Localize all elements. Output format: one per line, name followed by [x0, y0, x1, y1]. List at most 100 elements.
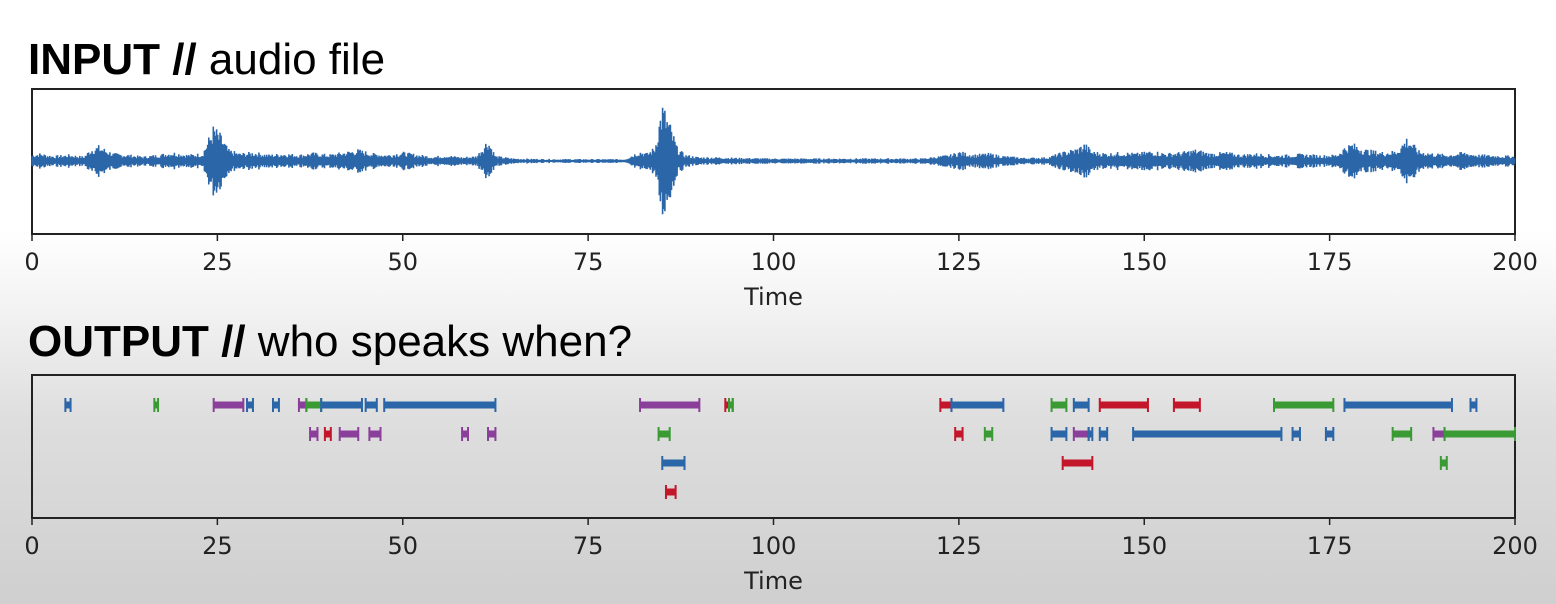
- segment-bar: [1344, 401, 1452, 409]
- segment-bar: [1099, 430, 1108, 438]
- segment-bar: [1099, 401, 1148, 409]
- input-heading: INPUT // audio file: [28, 38, 385, 82]
- speaker-segment-blue: [383, 398, 497, 412]
- waveform-x-tick-label: 75: [573, 248, 604, 276]
- speaker-segment-blue: [271, 398, 280, 412]
- speaker-segment-green: [1273, 398, 1335, 412]
- diarization-plot-frame: [31, 374, 1516, 519]
- diarization-x-tick-label: 200: [1492, 532, 1538, 560]
- speaker-segment-green: [305, 398, 323, 412]
- segment-bar: [640, 401, 700, 409]
- segment-bar: [384, 401, 496, 409]
- waveform-x-tick-label: 100: [751, 248, 797, 276]
- segment-bar: [65, 401, 71, 409]
- segment-bar: [1325, 430, 1334, 438]
- speaker-segment-red: [954, 427, 964, 441]
- speaker-segment-blue: [661, 456, 686, 470]
- segment-bar: [729, 401, 733, 409]
- speaker-segment-green: [728, 398, 734, 412]
- diarization-x-axis-label: Time: [743, 567, 803, 595]
- segment-bar: [247, 401, 253, 409]
- segment-bar: [940, 401, 952, 409]
- segment-bar: [658, 430, 670, 438]
- diarization-x-tick-label: 150: [1121, 532, 1167, 560]
- segment-bar: [310, 430, 318, 438]
- speaker-segment-blue: [950, 398, 1005, 412]
- waveform-x-axis-label: Time: [743, 283, 803, 311]
- speaker-segment-green: [657, 427, 671, 441]
- speaker-segment-blue: [64, 398, 72, 412]
- diarization-x-tick-label: 25: [202, 532, 233, 560]
- diarization-x-tick-label: 50: [387, 532, 418, 560]
- waveform-x-tick-label: 0: [24, 248, 39, 276]
- speaker-segment-purple: [1432, 427, 1446, 441]
- waveform-x-tick-label: 175: [1307, 248, 1353, 276]
- speaker-segment-green: [983, 427, 994, 441]
- segment-bar: [321, 401, 362, 409]
- segment-bar: [213, 401, 244, 409]
- segment-bar: [1274, 401, 1334, 409]
- speaker-segment-blue: [1050, 427, 1068, 441]
- segment-bar: [1433, 430, 1445, 438]
- waveform-x-tick-label: 200: [1492, 248, 1538, 276]
- speaker-segment-purple: [639, 398, 701, 412]
- speaker-segment-purple: [461, 427, 470, 441]
- output-heading-strong: OUTPUT //: [28, 317, 246, 366]
- speaker-segment-purple: [487, 427, 497, 441]
- speaker-segment-green: [1050, 398, 1068, 412]
- segment-bar: [1073, 401, 1089, 409]
- speaker-segment-blue: [1324, 427, 1335, 441]
- speaker-segment-purple: [338, 427, 360, 441]
- segment-bar: [662, 459, 685, 467]
- segment-bar: [306, 401, 322, 409]
- speaker-segment-green: [153, 398, 160, 412]
- diarization-x-tick-label: 175: [1307, 532, 1353, 560]
- segment-bar: [1051, 401, 1067, 409]
- speaker-segment-red: [664, 485, 677, 499]
- diarization-x-tick-label: 75: [573, 532, 604, 560]
- speaker-segment-blue: [1132, 427, 1283, 441]
- segment-bar: [272, 401, 279, 409]
- speaker-segment-red: [1098, 398, 1149, 412]
- diarization-chart: 0 25 50 75 100 125 150 175 200 Time: [24, 374, 1538, 595]
- waveform-chart: 0 25 50 75 100 125 150 175 200 Time: [24, 88, 1538, 311]
- waveform-x-tick-label: 25: [202, 248, 233, 276]
- segment-bar: [324, 430, 331, 438]
- segment-bar: [665, 488, 676, 496]
- speaker-segment-blue: [1087, 427, 1094, 441]
- speaker-segment-green: [1391, 427, 1413, 441]
- segment-bar: [955, 430, 963, 438]
- speaker-segment-green: [1443, 427, 1516, 441]
- input-heading-light: audio file: [208, 35, 386, 84]
- speaker-segment-blue: [1343, 398, 1453, 412]
- speaker-segment-blue: [1291, 427, 1301, 441]
- diarization-x-tick-label: 100: [751, 532, 797, 560]
- speaker-segment-purple: [368, 427, 382, 441]
- speaker-segment-blue: [1072, 398, 1090, 412]
- output-heading: OUTPUT // who speaks when?: [28, 320, 632, 364]
- segment-bar: [154, 401, 159, 409]
- output-heading-light: who speaks when?: [257, 317, 633, 366]
- speaker-segment-purple: [212, 398, 245, 412]
- segment-bar: [1470, 401, 1477, 409]
- segment-bar: [1073, 430, 1089, 438]
- segment-bar: [488, 430, 496, 438]
- segment-bar: [1292, 430, 1300, 438]
- input-heading-strong: INPUT //: [28, 35, 197, 84]
- speaker-segment-red: [323, 427, 332, 441]
- speaker-segment-purple: [297, 398, 308, 412]
- diarization-x-tick-label: 125: [936, 532, 982, 560]
- segment-bar: [1392, 430, 1412, 438]
- speaker-segment-purple: [309, 427, 319, 441]
- segment-bar: [1088, 430, 1093, 438]
- speaker-segment-red: [1061, 456, 1094, 470]
- speaker-segment-blue: [320, 398, 363, 412]
- waveform-x-tick-label: 50: [387, 248, 418, 276]
- segment-bar: [1440, 459, 1447, 467]
- segment-bar: [1173, 401, 1200, 409]
- speaker-segment-purple: [1072, 427, 1090, 441]
- speaker-segment-blue: [246, 398, 254, 412]
- segment-bar: [1062, 459, 1093, 467]
- segment-bar: [1444, 430, 1515, 438]
- segment-bar: [365, 401, 377, 409]
